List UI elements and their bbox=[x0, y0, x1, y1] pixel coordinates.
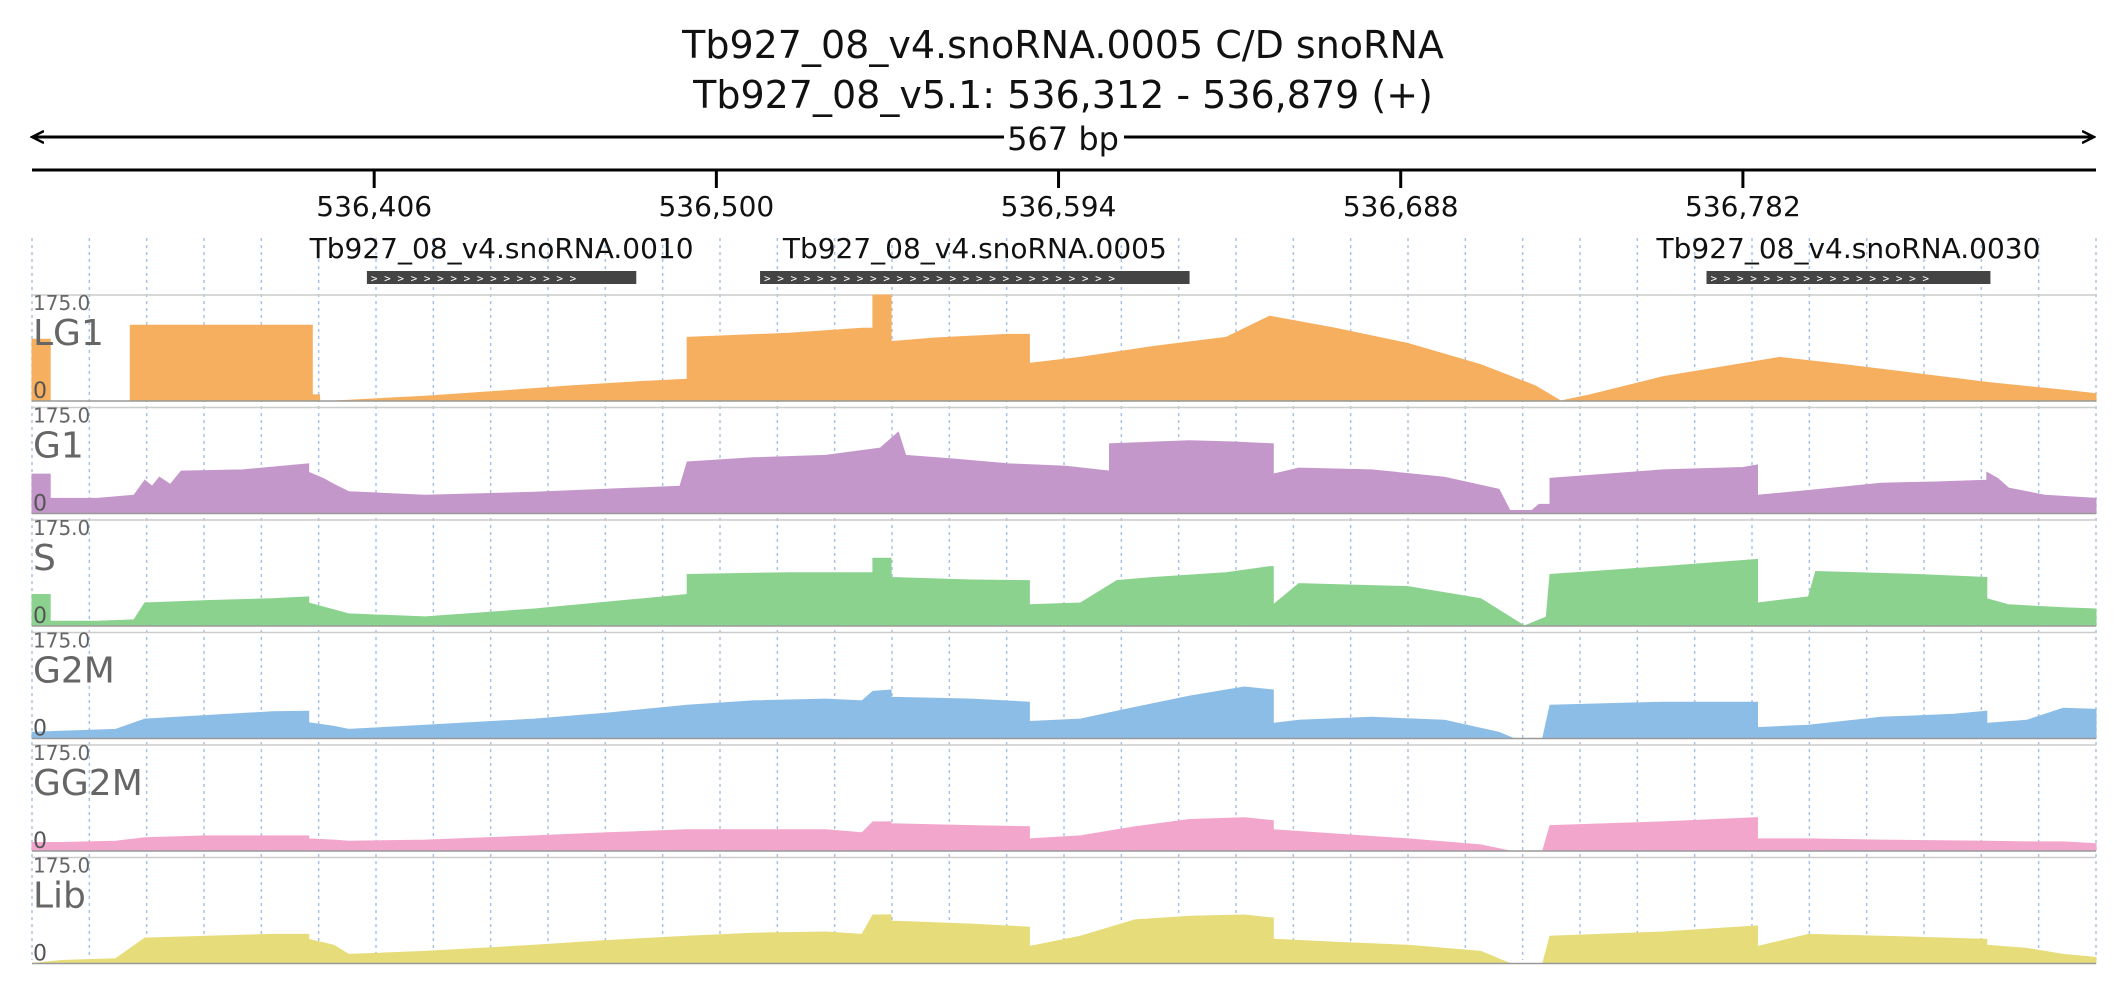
coverage-area bbox=[31, 431, 2097, 514]
track-g1: 175.0 0 G1 bbox=[31, 404, 2097, 517]
axis-tick-label: 536,782 bbox=[1685, 190, 1801, 223]
feature-strand-arrows: > > > > > > > > > > > > > > > > > > > > … bbox=[764, 272, 1115, 285]
track-gg2m: 175.0 0 GG2M bbox=[31, 741, 2097, 854]
axis-tick-label: 536,406 bbox=[316, 190, 432, 223]
track-ymax-label: 175.0 bbox=[33, 629, 90, 653]
coverage-area bbox=[31, 817, 2097, 852]
feature-track: > > > > > > > > > > > > > > > > Tb927_08_… bbox=[309, 232, 2041, 285]
track-ymax-label: 175.0 bbox=[33, 741, 90, 765]
coverage-area bbox=[31, 557, 2097, 627]
track-name-label: LG1 bbox=[33, 313, 104, 354]
track-name-label: S bbox=[33, 538, 56, 579]
figure-title-line1: Tb927_08_v4.snoRNA.0005 C/D snoRNA bbox=[681, 23, 1444, 67]
feature-label: Tb927_08_v4.snoRNA.0010 bbox=[309, 232, 694, 265]
track-ymin-label: 0 bbox=[33, 717, 47, 742]
coverage-area bbox=[31, 914, 2097, 964]
feature-label: Tb927_08_v4.snoRNA.0030 bbox=[1656, 232, 2041, 265]
span-label: 567 bp bbox=[1007, 120, 1119, 158]
coordinate-ticks: 536,406 536,500 536,594 536,688 536,782 bbox=[316, 170, 1801, 223]
track-ymax-label: 175.0 bbox=[33, 291, 90, 315]
feature-bar bbox=[366, 271, 637, 284]
track-name-label: GG2M bbox=[33, 763, 143, 804]
coverage-area bbox=[31, 294, 2097, 402]
feature-bar bbox=[760, 271, 1190, 284]
track-ymin-label: 0 bbox=[33, 829, 47, 854]
coverage-tracks: 175.00LG1175.00G1175.00S175.00G2M175.00G… bbox=[31, 291, 2097, 967]
feature-bar bbox=[1706, 271, 1991, 284]
feature-label: Tb927_08_v4.snoRNA.0005 bbox=[782, 232, 1167, 265]
track-ymin-label: 0 bbox=[33, 492, 47, 517]
figure-title-line2: Tb927_08_v5.1: 536,312 - 536,879 (+) bbox=[692, 73, 1433, 117]
track-name-label: G1 bbox=[33, 426, 84, 467]
feature-strand-arrows: > > > > > > > > > > > > > > > > > bbox=[1710, 272, 1929, 285]
track-ymax-label: 175.0 bbox=[33, 404, 90, 428]
track-g2m: 175.0 0 G2M bbox=[31, 629, 2097, 742]
span-ruler: 567 bp bbox=[32, 120, 2094, 158]
track-ymin-label: 0 bbox=[33, 604, 47, 629]
track-name-label: G2M bbox=[33, 651, 115, 692]
feature-strand-arrows: > > > > > > > > > > > > > > > > bbox=[371, 272, 577, 285]
track-ymin-label: 0 bbox=[33, 379, 47, 404]
track-ymax-label: 175.0 bbox=[33, 854, 90, 878]
coverage-area bbox=[31, 686, 2097, 739]
track-ymax-label: 175.0 bbox=[33, 516, 90, 540]
axis-tick-label: 536,500 bbox=[658, 190, 774, 223]
track-ymin-label: 0 bbox=[33, 942, 47, 967]
track-lib: 175.0 0 Lib bbox=[31, 854, 2097, 967]
track-name-label: Lib bbox=[33, 876, 86, 917]
track-s: 175.0 0 S bbox=[31, 516, 2097, 629]
track-lg1: 175.0 0 LG1 bbox=[31, 291, 2097, 404]
axis-tick-label: 536,688 bbox=[1343, 190, 1459, 223]
axis-tick-label: 536,594 bbox=[1001, 190, 1117, 223]
